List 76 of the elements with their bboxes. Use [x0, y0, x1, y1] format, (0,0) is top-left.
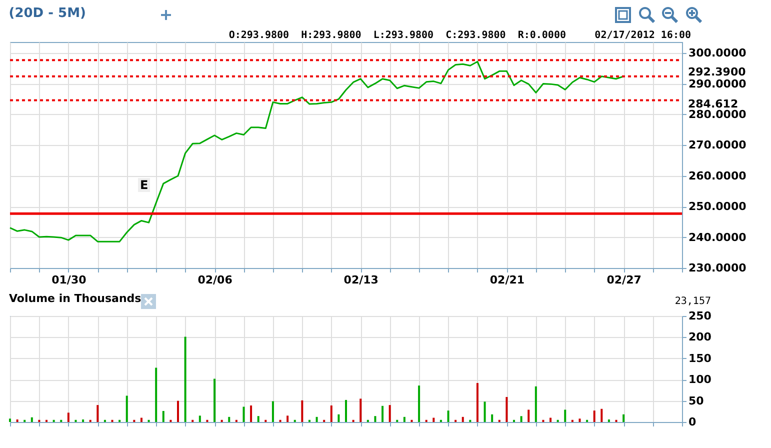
y-tick-label: 200: [688, 330, 712, 344]
y-tick-label: 270.0000: [688, 138, 747, 152]
bar: [345, 400, 347, 422]
bar: [184, 336, 186, 422]
bar: [126, 396, 128, 422]
bar: [382, 406, 384, 422]
ref-line-label: 292.3900: [688, 65, 746, 78]
bar: [338, 414, 340, 422]
y-tick-label: 300.0000: [688, 46, 747, 60]
bar: [198, 416, 201, 422]
x-tick-label: 02/21: [490, 274, 525, 286]
x-tick-label: 02/27: [606, 274, 642, 286]
y-tick-label: 290.0000: [688, 77, 747, 90]
bar: [462, 416, 464, 422]
bar: [316, 416, 318, 422]
bar: [432, 418, 435, 422]
bar: [418, 386, 420, 422]
bar: [177, 400, 179, 422]
bar: [534, 386, 537, 422]
bar: [286, 416, 289, 422]
text: 02/17/2012 16:00: [594, 30, 691, 41]
bar: [447, 410, 450, 422]
y-tick-label: 230.0000: [688, 262, 747, 274]
x-tick-label: 01/30: [52, 274, 87, 286]
bar: [388, 405, 391, 422]
bar: [403, 416, 406, 422]
bar: [360, 398, 362, 422]
bar: [9, 418, 11, 422]
bar: [374, 416, 376, 422]
bar: [578, 418, 581, 422]
y-tick-label: 100: [688, 373, 712, 386]
bar: [608, 419, 610, 422]
bar: [257, 416, 260, 422]
bar: [228, 416, 230, 422]
bar: [242, 406, 245, 422]
bar: [564, 410, 566, 422]
y-tick-label: 50: [688, 394, 704, 408]
bar: [528, 410, 530, 422]
y-tick-label: 150: [688, 352, 712, 365]
bar: [476, 382, 478, 422]
y-tick-label: 260.0000: [688, 169, 747, 182]
bar: [491, 414, 494, 422]
text: 23,157: [674, 296, 711, 307]
bar: [301, 400, 304, 422]
y-tick-label: 250: [688, 310, 712, 322]
line-series: [9, 60, 624, 242]
bar: [600, 408, 603, 422]
y-tick-label: 0: [688, 416, 696, 428]
bar: [330, 405, 332, 422]
chart-title: (20D - 5M): [8, 6, 86, 21]
bar: [593, 410, 596, 422]
bar: [155, 368, 158, 422]
y-tick-label: 240.0000: [688, 230, 747, 244]
bar: [622, 414, 625, 422]
text: O:293.9800 H:293.9800 L:293.9800 C:293.9800 R:0.0000: [228, 30, 566, 41]
bar: [162, 410, 164, 422]
x-tick-label: 02/13: [344, 274, 378, 286]
bar: [550, 418, 552, 422]
bar: [82, 419, 84, 422]
bar: [67, 412, 70, 422]
bar: [16, 419, 18, 422]
y-tick-label: 280.0000: [688, 108, 747, 121]
y-tick-label: 250.0000: [688, 200, 747, 214]
bar: [96, 405, 99, 422]
ref-line-label: 284.612: [688, 97, 738, 110]
bar: [506, 396, 508, 422]
bar: [484, 402, 486, 422]
bar: [272, 401, 274, 422]
x-tick-label: 02/06: [198, 274, 233, 286]
bar: [30, 417, 33, 422]
bar: [214, 378, 216, 422]
bar: [250, 405, 252, 422]
bar: [140, 418, 142, 422]
bar: [520, 416, 522, 422]
annotation: E: [138, 178, 150, 192]
chart-title: Volume in Thousands: [9, 292, 142, 305]
